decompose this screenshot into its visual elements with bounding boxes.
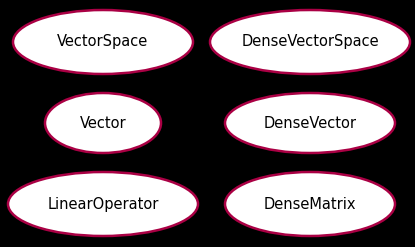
- Text: LinearOperator: LinearOperator: [47, 197, 159, 211]
- Ellipse shape: [13, 10, 193, 74]
- Ellipse shape: [210, 10, 410, 74]
- Ellipse shape: [225, 93, 395, 153]
- Text: DenseVectorSpace: DenseVectorSpace: [241, 35, 379, 49]
- Text: Vector: Vector: [80, 116, 126, 130]
- Text: VectorSpace: VectorSpace: [57, 35, 149, 49]
- Ellipse shape: [8, 172, 198, 236]
- Text: DenseVector: DenseVector: [264, 116, 356, 130]
- Text: DenseMatrix: DenseMatrix: [264, 197, 356, 211]
- Ellipse shape: [45, 93, 161, 153]
- Ellipse shape: [225, 172, 395, 236]
